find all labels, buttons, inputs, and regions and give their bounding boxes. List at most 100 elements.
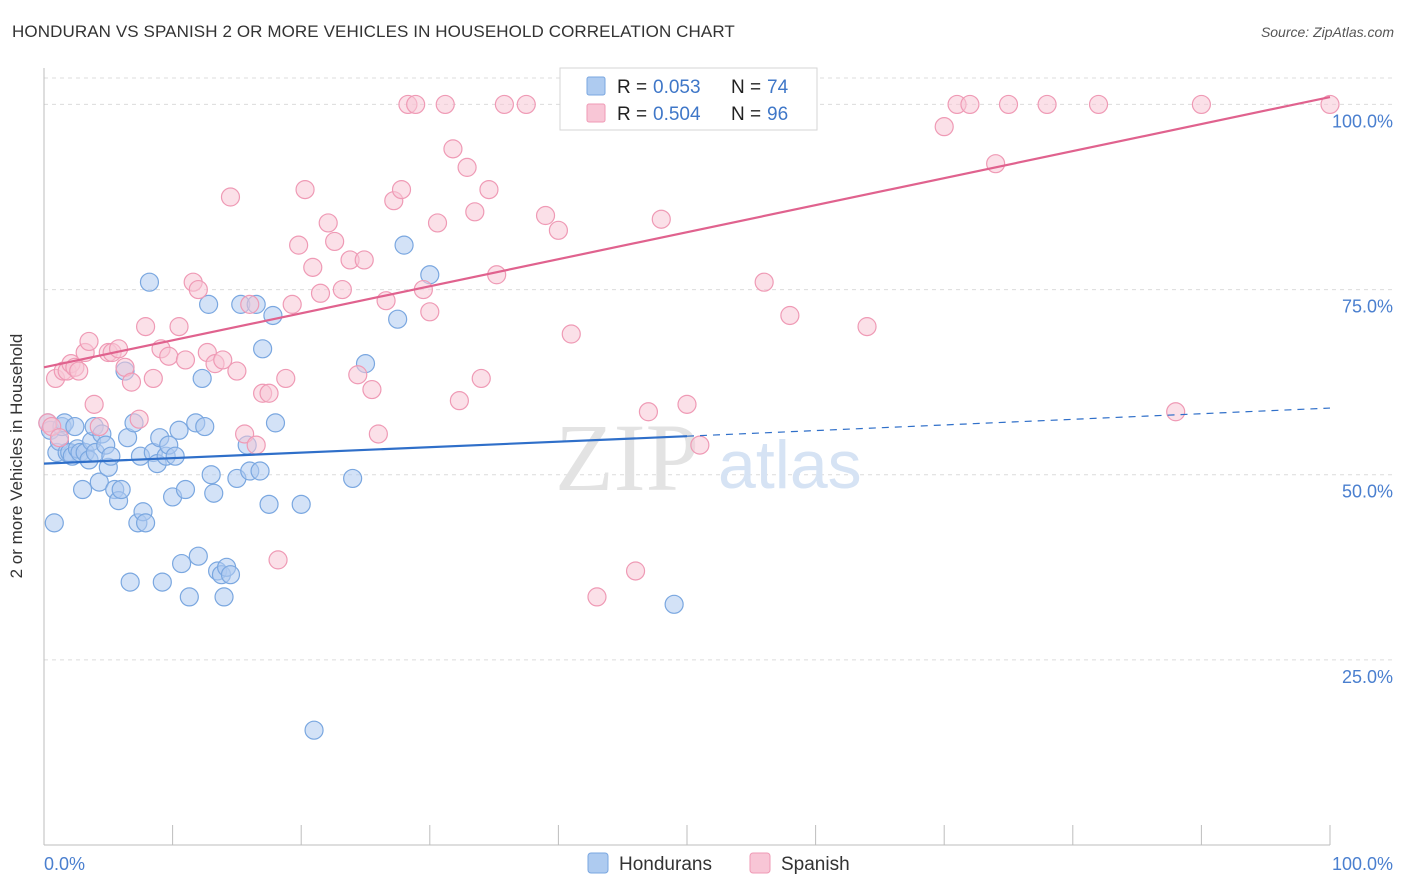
point-spanish <box>465 202 485 222</box>
stats-n-label: N = <box>731 77 761 98</box>
point-spanish <box>690 435 710 455</box>
y-tick-label: 25.0% <box>1342 667 1393 687</box>
stats-legend: R = 0.053 N = 74 R = 0.504 N = 96 <box>559 67 818 131</box>
point-spanish <box>391 179 412 200</box>
data-points <box>38 94 1340 740</box>
point-spanish <box>89 416 109 437</box>
point-spanish <box>754 272 774 292</box>
point-hondurans <box>304 720 324 740</box>
point-spanish <box>780 305 800 326</box>
watermark-zip: ZIP <box>555 404 699 511</box>
point-spanish <box>1191 94 1212 115</box>
point-spanish <box>587 587 607 607</box>
point-spanish <box>135 317 156 337</box>
point-hondurans <box>199 294 219 314</box>
point-hondurans <box>253 339 273 359</box>
point-spanish <box>213 350 233 370</box>
point-spanish <box>471 368 491 389</box>
point-spanish <box>449 391 469 411</box>
x-tick-label-max: 100.0% <box>1332 854 1393 874</box>
point-hondurans <box>89 472 109 492</box>
trend-line-hondurans <box>43 435 688 465</box>
point-spanish <box>479 179 499 200</box>
point-spanish <box>638 402 659 422</box>
point-spanish <box>1320 94 1340 115</box>
point-spanish <box>406 94 426 115</box>
point-spanish <box>235 424 255 444</box>
point-hondurans <box>152 572 172 592</box>
point-spanish <box>310 283 331 303</box>
series-legend-label: Spanish <box>781 854 850 875</box>
y-tick-label: 50.0% <box>1342 482 1393 502</box>
trend-line-hondurans-extension <box>686 407 1331 437</box>
point-spanish <box>259 383 279 403</box>
point-hondurans <box>101 446 121 466</box>
point-hondurans <box>139 272 160 292</box>
point-spanish <box>268 550 288 570</box>
stats-n-label: N = <box>731 104 761 125</box>
series-legend-label: Hondurans <box>619 854 712 875</box>
point-spanish <box>548 220 569 240</box>
point-spanish <box>325 231 345 252</box>
point-spanish <box>49 428 70 448</box>
stats-legend-swatch <box>586 103 606 123</box>
point-spanish <box>121 372 142 392</box>
point-hondurans <box>179 587 199 607</box>
point-hondurans <box>220 565 241 585</box>
point-spanish <box>129 409 149 429</box>
stats-n-value: 96 <box>767 104 788 125</box>
point-spanish <box>651 209 671 229</box>
point-hondurans <box>204 483 224 503</box>
point-spanish <box>276 368 296 389</box>
point-hondurans <box>388 309 408 329</box>
point-spanish <box>457 157 477 177</box>
point-spanish <box>143 368 163 389</box>
point-spanish <box>332 279 352 300</box>
stats-r-value: 0.504 <box>653 104 701 125</box>
point-spanish <box>1166 402 1186 422</box>
point-hondurans <box>265 413 286 433</box>
point-spanish <box>318 213 338 233</box>
point-hondurans <box>214 587 234 607</box>
point-spanish <box>69 361 89 381</box>
point-hondurans <box>195 416 215 437</box>
trend-lines <box>43 95 1331 465</box>
point-spanish <box>427 213 448 233</box>
point-spanish <box>487 265 507 285</box>
point-hondurans <box>111 479 131 500</box>
point-spanish <box>857 317 877 337</box>
trend-line-spanish <box>43 95 1331 369</box>
y-tick-label: 100.0% <box>1332 111 1393 131</box>
point-hondurans <box>343 468 363 489</box>
point-hondurans <box>188 546 208 566</box>
point-spanish <box>362 379 382 400</box>
point-hondurans <box>259 494 279 514</box>
source-label: Source: ZipAtlas.com <box>1260 24 1394 40</box>
point-hondurans <box>291 494 311 514</box>
series-legend: Hondurans Spanish <box>587 852 850 875</box>
point-spanish <box>295 179 315 200</box>
point-spanish <box>240 294 260 314</box>
watermark: ZIP atlas <box>555 404 862 511</box>
point-spanish <box>986 154 1006 174</box>
point-spanish <box>1088 94 1109 115</box>
point-spanish <box>625 561 646 581</box>
point-spanish <box>246 435 266 455</box>
point-spanish <box>494 94 514 115</box>
point-spanish <box>934 117 954 137</box>
point-hondurans <box>250 461 270 481</box>
point-spanish <box>227 361 247 381</box>
point-hondurans <box>120 572 140 592</box>
point-hondurans <box>65 416 85 437</box>
point-hondurans <box>175 479 196 500</box>
chart-title: HONDURAN VS SPANISH 2 OR MORE VEHICLES I… <box>12 22 735 41</box>
point-hondurans <box>201 465 221 485</box>
point-spanish <box>282 294 302 314</box>
point-hondurans <box>135 513 156 533</box>
point-hondurans <box>169 420 189 440</box>
series-legend-swatch <box>749 852 771 874</box>
point-spanish <box>175 350 196 370</box>
point-spanish <box>108 339 129 359</box>
point-spanish <box>354 250 374 270</box>
point-spanish <box>677 394 697 414</box>
